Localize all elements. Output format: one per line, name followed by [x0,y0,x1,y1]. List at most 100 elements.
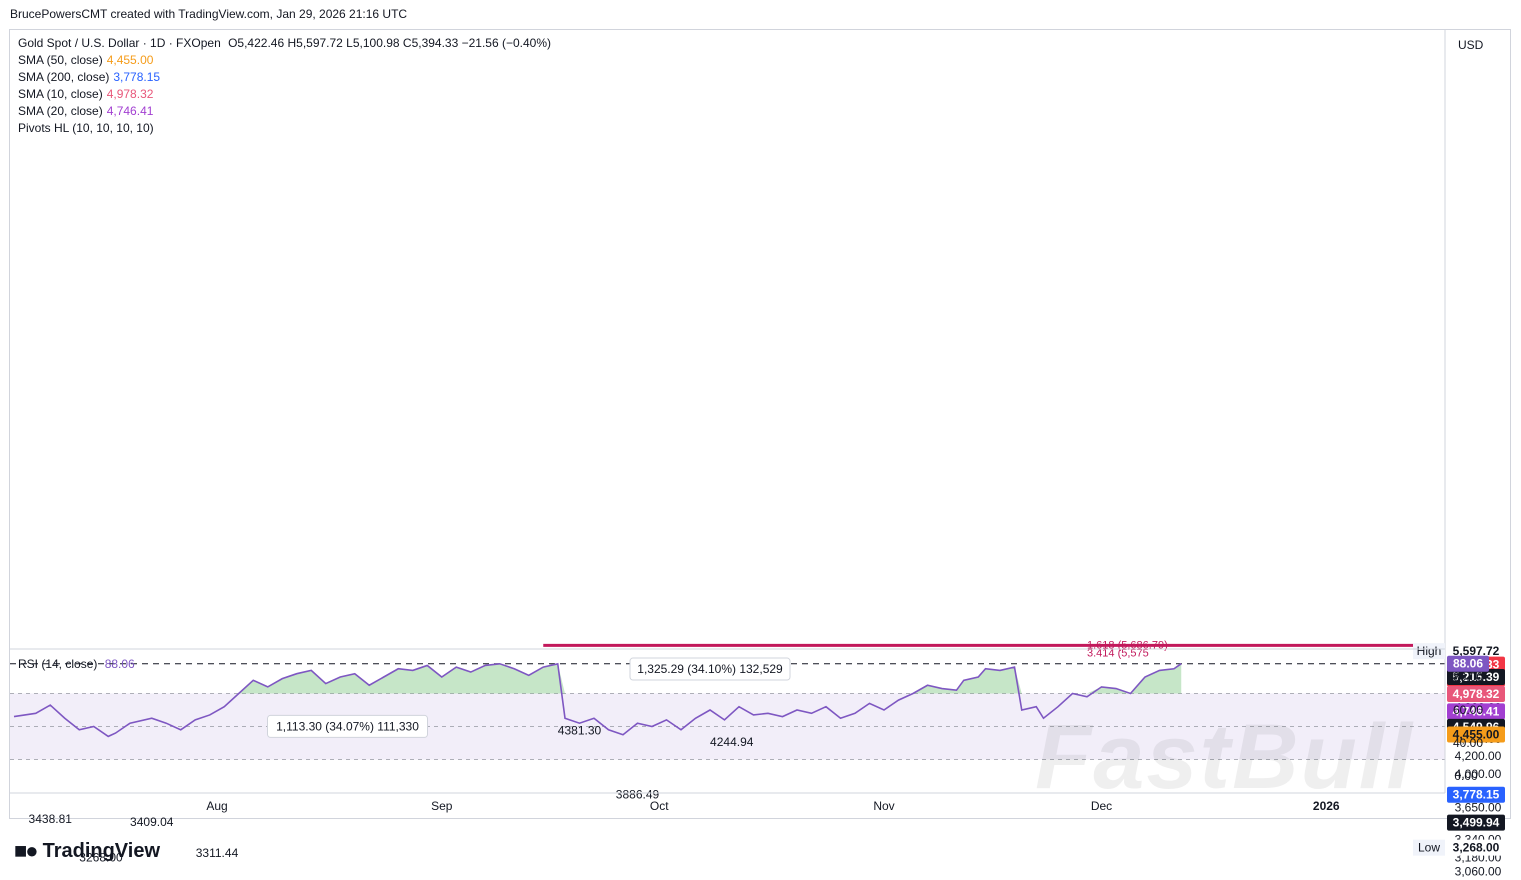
candle-body [309,803,314,805]
symbol-title: Gold Spot / U.S. Dollar · 1D · FXOpen [18,36,221,50]
pivots-label: Pivots HL (10, 10, 10, 10) [18,121,154,135]
candle-body [1019,686,1024,687]
y-tick-label: 4,000.00 [1455,767,1502,781]
price-tag: High [1417,644,1442,658]
y-tick-label: 3,060.00 [1455,865,1502,879]
price-label-box [1447,814,1505,831]
ohlc-values: O5,422.46 H5,597.72 L5,100.98 C5,394.33 … [228,36,552,50]
candle-body [563,772,568,780]
fib-label: 3.414 (5,575 [1087,648,1149,660]
candle-body [316,802,321,804]
fib-label: 1.618 (5,686.79) [1087,639,1168,651]
legend-sma50[interactable]: SMA (50, close) 4,455.00 [18,52,551,69]
tradingview-logo-icon: ■● [14,838,39,863]
sma50-label: SMA (50, close) [18,53,103,67]
candle-body [229,833,234,836]
rsi-label: RSI (14, close) [18,657,98,671]
price-tag: Low [1418,841,1440,855]
candle-body [396,782,401,783]
candle-body [331,803,336,805]
candle-body [186,839,191,840]
legend-sma10[interactable]: SMA (10, close) 4,978.32 [18,86,551,103]
pivot-label: 3268.00 [79,851,123,865]
candle-body [215,838,220,839]
price-label-box [1447,786,1505,803]
candle-body [700,763,705,765]
chart-legend: Gold Spot / U.S. Dollar · 1D · FXOpen O5… [18,35,551,137]
candle-body [621,775,626,777]
tradingview-logo-text: TradingView [42,839,161,862]
candle-body [345,794,350,798]
attribution-header: BrucePowersCMT created with TradingView.… [10,7,408,21]
x-tick-label: Oct [650,799,669,813]
x-tick-label: Dec [1091,799,1112,813]
rsi-value: 88.06 [104,657,135,671]
sma10-label: SMA (10, close) [18,87,103,101]
candle-body [48,831,53,834]
sma10-value: 4,978.32 [106,87,154,101]
rsi-value-tag: 88.06 [1453,657,1483,671]
price-label-box [1447,643,1505,660]
y-tick-label: 3,650.00 [1455,800,1502,814]
legend-sma200[interactable]: SMA (200, close) 3,778.15 [18,69,551,86]
candle-body [389,783,394,786]
candle-body [244,826,249,829]
legend-sma20[interactable]: SMA (20, close) 4,746.41 [18,103,551,120]
chart-frame [9,29,1511,819]
rsi-tick-label: 40.00 [1453,736,1483,750]
price-tag-box [1413,643,1445,660]
pivot-label: 3311.44 [196,846,239,860]
candle-body [410,776,415,779]
candle-body [1034,663,1039,675]
tradingview-logo[interactable]: ■● TradingView [14,838,160,864]
candle-body [447,769,452,772]
candle-body [454,769,459,770]
candle-body [541,764,546,768]
rsi-pane [10,662,1445,760]
candle-body [178,839,183,840]
sma20-value: 4,746.41 [106,104,154,118]
rsi-line [13,662,1182,738]
candle-body [418,776,423,777]
price-label-box [1447,839,1505,856]
candle-body [577,773,582,777]
candle-body [425,772,430,776]
legend-pivots[interactable]: Pivots HL (10, 10, 10, 10) [18,120,551,137]
legend-symbol-row[interactable]: Gold Spot / U.S. Dollar · 1D · FXOpen O5… [18,35,551,52]
price-label: 3,499.94 [1453,816,1500,830]
candle-body [374,789,379,792]
candle-body [679,765,684,766]
rsi-value-box [1447,655,1489,672]
rsi-tick-label: 60.00 [1453,703,1483,717]
x-tick-label: Aug [206,799,227,813]
rsi-overbought-fill [14,663,1182,694]
sma200-value: 3,778.15 [113,70,161,84]
rsi-legend[interactable]: RSI (14, close) 88.06 [18,657,135,671]
main-pane [48,643,1445,840]
rsi-tick-label: 0.00 [1454,769,1478,783]
candle-body [570,777,575,780]
candle-body [164,838,169,839]
measure-label-box [629,657,791,681]
candle-body [251,825,256,826]
price-label: 5,597.72 [1453,644,1500,658]
candle-body [693,764,698,765]
candle-body [294,806,299,808]
candle-body [548,766,553,768]
candle-body [468,764,473,767]
price-label-box [1447,726,1505,743]
candle-body [635,763,640,769]
candle-body [381,786,386,789]
candle-body [222,836,227,838]
price-label: 5,215.39 [1453,670,1500,684]
price-label: 4,455.00 [1453,728,1500,742]
candle-body [432,769,437,772]
candle-body [1027,675,1032,687]
candle-body [338,799,343,803]
candle-body [280,807,285,809]
currency-label: USD [1458,38,1484,52]
candle-body [360,794,365,796]
candle-body [526,765,531,767]
candle-body [671,760,676,765]
